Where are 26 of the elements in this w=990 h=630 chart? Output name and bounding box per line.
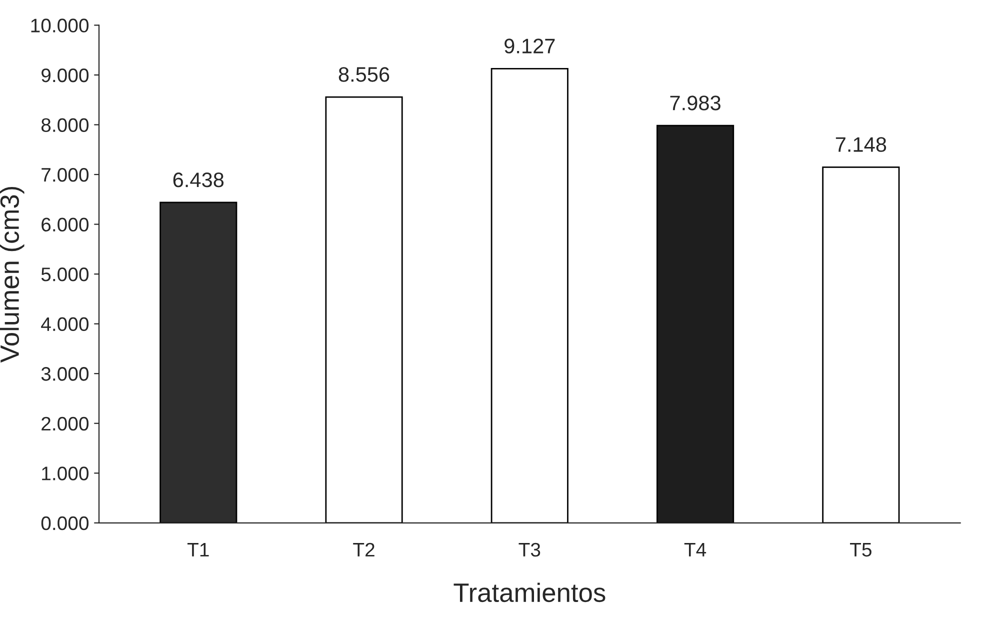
bar xyxy=(490,68,568,523)
y-tick-label: 2.000 xyxy=(42,416,89,431)
x-tick-label: T4 xyxy=(684,543,706,556)
data-label: 6.438 xyxy=(173,172,224,188)
data-label: 7.148 xyxy=(836,137,886,152)
y-axis-title: Volumen (cm3) xyxy=(0,186,24,363)
x-tick-label: T2 xyxy=(353,542,374,556)
x-tick-label: T1 xyxy=(187,543,209,556)
data-label: 9.127 xyxy=(504,38,555,54)
x-tick-label: T3 xyxy=(518,542,540,557)
data-label: 8.556 xyxy=(338,67,390,82)
y-tick-label: 8.000 xyxy=(41,118,89,132)
y-tick-label: 10.000 xyxy=(31,18,89,32)
data-label: 7.983 xyxy=(670,96,720,110)
y-tick-label: 0.000 xyxy=(41,516,89,530)
bar xyxy=(325,96,403,523)
y-tick-label: 5.000 xyxy=(41,268,89,282)
y-tick-label: 6.000 xyxy=(42,218,89,232)
x-axis-title: Tratamientos xyxy=(454,582,606,602)
x-tick-label: T5 xyxy=(850,543,872,557)
y-tick-label: 3.000 xyxy=(41,367,89,381)
y-tick-label: 7.000 xyxy=(42,168,89,182)
y-tick-label: 9.000 xyxy=(42,68,89,82)
bar xyxy=(822,166,900,523)
y-tick-label: 1.000 xyxy=(42,466,89,480)
y-tick-label: 4.000 xyxy=(41,317,89,332)
